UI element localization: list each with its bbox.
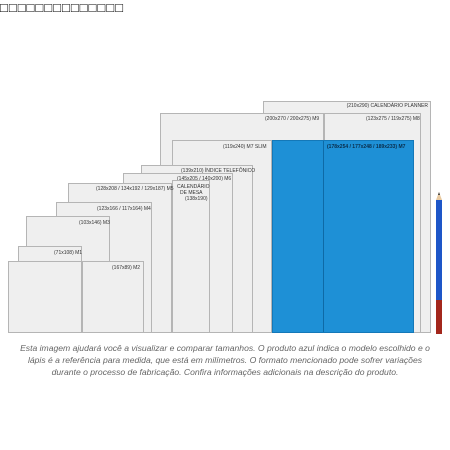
pencil-icon (436, 192, 442, 334)
label-m5: (128x208 / 134x192 / 129x187) M5 (96, 186, 174, 192)
label-m4: (123x166 / 117x164) M4 (97, 206, 151, 212)
label-m2: (167x89) M2 (112, 265, 141, 271)
sheet-m2 (82, 261, 144, 333)
label-calendario-mesa-line2: DE MESA (180, 190, 203, 196)
placeholder-glyph-row: □□□□□□□□□□□□□□ (0, 0, 124, 15)
label-m8: (123x275 / 119x275) M8 (366, 116, 420, 122)
label-m6: (145x205 / 140x200) M6 (177, 176, 232, 182)
selected-model-divider (323, 141, 324, 332)
selected-model-m7: (178x254 / 177x248 / 189x233) M7 (272, 140, 414, 333)
label-m7-slim: (119x240) M7 SLIM (223, 144, 267, 150)
label-m1: (71x108) M1 (54, 250, 83, 256)
label-calendario-mesa-line1: CALENDÁRIO (177, 184, 210, 190)
label-calendario-mesa-line3: (138x190) (185, 196, 208, 202)
caption-text: Esta imagem ajudará você a visualizar e … (20, 343, 430, 377)
label-indice-telefonico: (139x210) ÍNDICE TELEFÔNICO (181, 168, 256, 174)
sheet-m2-left (8, 261, 82, 333)
label-m7-selected: (178x254 / 177x248 / 189x233) M7 (327, 144, 406, 150)
label-calendario-planner: (210x290) CALENDÁRIO PLANNER (346, 103, 428, 109)
label-m9: (200x270 / 200x275) M9 (265, 116, 320, 122)
label-m3: (103x146) M3 (79, 220, 110, 226)
sheet-calendario-mesa (172, 180, 210, 333)
